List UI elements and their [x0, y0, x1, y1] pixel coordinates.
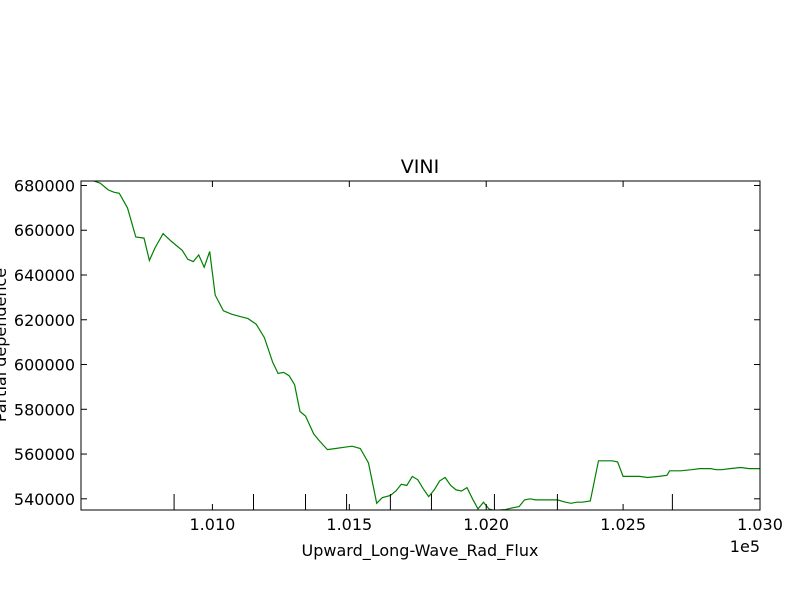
y-tick-label: 660000 [14, 221, 75, 240]
y-tick-label: 600000 [14, 356, 75, 375]
plot-area [92, 181, 760, 510]
y-axis: 540000 560000 580000 600000 620000 640000 6600… [14, 176, 760, 509]
y-tick-label: 680000 [14, 176, 75, 195]
series-line-0 [92, 181, 760, 510]
x-tick-label: 1.030 [737, 515, 783, 534]
x-tick-label: 1.015 [326, 515, 372, 534]
x-tick-label: 1.020 [463, 515, 509, 534]
y-axis-label: Partial dependence [0, 268, 10, 422]
x-axis-label: Upward_Long-Wave_Rad_Flux [302, 541, 539, 561]
x-offset-text: 1e5 [730, 537, 760, 556]
chart-title: VINI [401, 156, 439, 178]
y-tick-label: 560000 [14, 445, 75, 464]
plot-frame [80, 180, 761, 511]
x-tick-label: 1.025 [600, 515, 646, 534]
y-tick-label: 620000 [14, 311, 75, 330]
x-tick-label: 1.010 [190, 515, 236, 534]
x-axis: 1.010 1.015 1.020 1.025 1.030 [190, 181, 783, 534]
y-tick-label: 540000 [14, 490, 75, 509]
rug-ticks [173, 494, 673, 510]
y-tick-label: 580000 [14, 400, 75, 419]
y-tick-label: 640000 [14, 266, 75, 285]
